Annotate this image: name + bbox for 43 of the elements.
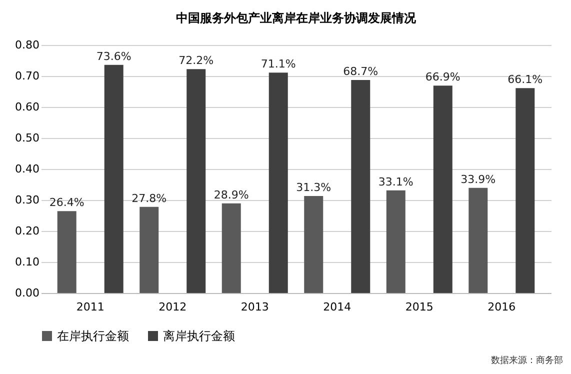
- data-label: 33.9%: [460, 172, 496, 186]
- y-tick-label: 0.20: [15, 224, 40, 238]
- legend-label: 离岸执行金额: [163, 329, 235, 343]
- y-tick-label: 0.70: [15, 70, 40, 82]
- y-tick-label: 0.00: [15, 286, 40, 300]
- bar: [222, 203, 241, 293]
- bar: [186, 69, 206, 293]
- data-label: 72.2%: [178, 54, 214, 68]
- data-label: 71.1%: [260, 58, 296, 71]
- y-tick-label: 0.50: [15, 132, 40, 144]
- data-label: 66.9%: [425, 70, 460, 84]
- bar: [386, 190, 406, 293]
- bar: [304, 196, 324, 293]
- data-label: 26.4%: [49, 196, 84, 210]
- bar: [140, 206, 159, 293]
- y-tick-label: 0.40: [15, 162, 40, 176]
- data-label: 66.1%: [508, 73, 543, 86]
- bar: [351, 80, 370, 293]
- y-tick-label: 0.30: [15, 194, 40, 206]
- data-label: 73.6%: [96, 50, 132, 63]
- data-label: 27.8%: [132, 192, 167, 205]
- data-label: 33.1%: [378, 175, 414, 188]
- bar: [268, 72, 288, 293]
- x-tick-label: 2016: [488, 300, 516, 314]
- source-note: 数据来源：商务部: [491, 354, 563, 367]
- legend-label: 在岸执行金额: [57, 329, 129, 343]
- data-label: 68.7%: [343, 65, 378, 78]
- y-tick-label: 0.60: [15, 100, 40, 114]
- x-tick-label: 2013: [240, 300, 269, 314]
- x-tick-label: 2012: [158, 300, 187, 314]
- bar: [104, 64, 124, 293]
- chart-title: 中国服务外包产业离岸在岸业务协调发展情况: [176, 11, 417, 25]
- data-label: 31.3%: [296, 180, 332, 194]
- bar: [516, 88, 535, 293]
- x-tick-label: 2015: [405, 300, 434, 314]
- data-label: 28.9%: [214, 188, 249, 202]
- bar: [468, 188, 488, 293]
- y-tick-label: 0.80: [15, 38, 40, 52]
- bar: [433, 86, 452, 293]
- x-tick-label: 2011: [76, 300, 104, 314]
- bar: [57, 211, 76, 293]
- y-tick-label: 0.10: [15, 256, 40, 268]
- x-tick-label: 2014: [323, 300, 352, 314]
